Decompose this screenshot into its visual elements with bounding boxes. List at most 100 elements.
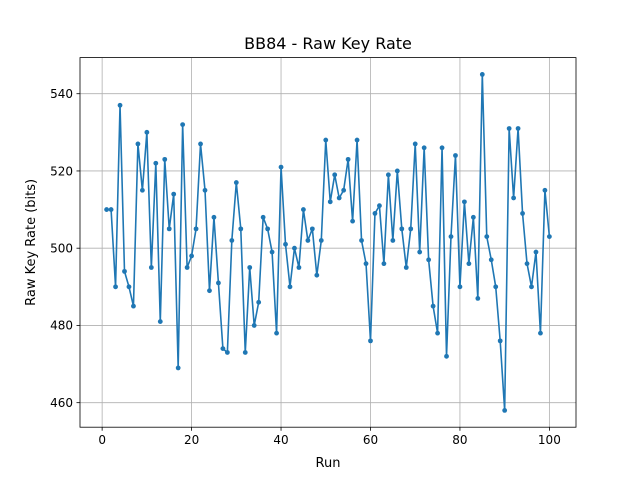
data-point (502, 408, 508, 413)
data-point (417, 249, 423, 255)
data-point (453, 153, 458, 158)
data-point (381, 261, 387, 267)
data-point (403, 265, 409, 270)
data-point (430, 303, 436, 309)
data-point (318, 238, 324, 243)
data-point (162, 156, 168, 162)
data-point (104, 207, 110, 212)
x-tick-label: 0 (98, 433, 106, 447)
data-point (511, 195, 517, 201)
data-point (412, 141, 418, 147)
data-point (488, 257, 494, 263)
data-point (399, 226, 405, 232)
data-point (193, 226, 199, 232)
data-point (368, 338, 373, 344)
data-point (372, 211, 378, 216)
data-point (296, 265, 302, 270)
data-point (394, 168, 400, 174)
data-point (309, 226, 315, 232)
data-point (207, 288, 212, 294)
data-point (538, 330, 543, 336)
data-point (336, 195, 342, 201)
data-point (350, 218, 355, 224)
data-point (184, 265, 190, 270)
data-point (113, 284, 118, 290)
data-point (287, 284, 293, 290)
data-point (327, 199, 333, 205)
data-point (497, 338, 503, 344)
data-point (180, 122, 186, 128)
data-point (345, 156, 351, 162)
x-tick-label: 100 (538, 433, 561, 447)
data-point (278, 164, 284, 170)
y-tick-label: 500 (50, 241, 73, 255)
data-point (153, 160, 159, 166)
data-point (260, 214, 266, 220)
data-point (242, 350, 248, 355)
data-point (269, 249, 275, 255)
data-point (323, 137, 329, 143)
data-point (314, 272, 320, 278)
series-line (106, 73, 551, 412)
data-point (354, 137, 360, 143)
data-point (292, 245, 297, 251)
data-point (408, 226, 414, 232)
data-point (198, 141, 203, 147)
data-point (211, 214, 217, 220)
data-point (224, 350, 230, 355)
data-point (126, 284, 132, 290)
data-point (426, 257, 432, 263)
data-point (390, 238, 396, 243)
x-tick-label: 40 (273, 433, 288, 447)
data-point (265, 226, 271, 232)
data-point (301, 207, 306, 212)
data-point (233, 180, 239, 185)
plot-frame (79, 57, 577, 428)
data-point (131, 303, 136, 309)
data-point (533, 249, 539, 255)
data-point (377, 203, 382, 209)
data-point (484, 234, 490, 240)
y-tick-label: 520 (50, 164, 73, 178)
data-point (229, 238, 235, 243)
data-point (520, 211, 525, 216)
data-point (251, 323, 257, 328)
data-point (448, 234, 454, 240)
data-point (256, 299, 262, 305)
data-point (135, 141, 141, 147)
chart-title: BB84 - Raw Key Rate (244, 34, 412, 53)
data-point (274, 330, 279, 336)
data-point (283, 241, 288, 247)
data-point (524, 261, 530, 267)
data-point (139, 187, 145, 193)
data-point (108, 207, 114, 212)
data-point (439, 145, 445, 151)
data-point (157, 319, 163, 324)
data-point (542, 187, 548, 193)
data-point (148, 265, 154, 270)
data-point (479, 72, 485, 77)
ticks: 0 20 40 60 80 100 460 480 500 520 540 (50, 87, 561, 447)
data-point (421, 145, 427, 151)
data-point (171, 191, 177, 197)
data-point (341, 187, 347, 193)
data-point (515, 126, 521, 131)
data-point (462, 199, 467, 205)
data-point (385, 172, 391, 178)
data-point (435, 330, 440, 336)
data-point (305, 238, 311, 243)
data-point (475, 296, 481, 301)
data-point (359, 238, 364, 243)
y-tick-label: 460 (50, 396, 73, 410)
data-point (144, 129, 150, 135)
data-point (202, 187, 208, 193)
data-point (166, 226, 172, 232)
data-point (247, 265, 253, 270)
x-tick-label: 80 (452, 433, 467, 447)
y-axis-label: Raw Key Rate (bits) (24, 179, 39, 306)
data-point (122, 268, 127, 274)
x-axis-label: Run (316, 456, 341, 471)
data-point (238, 226, 244, 232)
y-tick-label: 480 (50, 319, 73, 333)
